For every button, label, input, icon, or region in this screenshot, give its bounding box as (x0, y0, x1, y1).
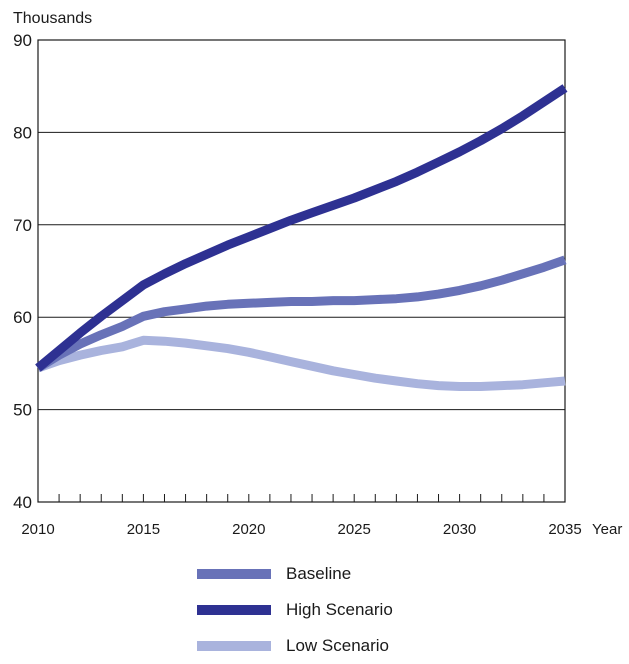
x-tick-label: 2035 (548, 521, 581, 538)
y-tick-label: 80 (13, 123, 32, 142)
legend-item-low-scenario: Low Scenario (197, 628, 393, 664)
y-tick-label: 60 (13, 308, 32, 327)
y-tick-label: 70 (13, 216, 32, 235)
legend-label: Low Scenario (286, 636, 390, 655)
line-chart: 40 50 60 70 80 90 2010 2015 2020 2025 2030 2035 Thou… (13, 10, 622, 538)
x-tick-label: 2015 (127, 521, 160, 538)
legend-swatch (197, 605, 271, 615)
series-line-low-scenario (36, 335, 566, 391)
legend-swatch (197, 641, 271, 651)
y-axis-title: Thousands (13, 10, 92, 27)
chart-legend: Baseline High Scenario Low Scenario (197, 556, 393, 664)
legend-item-baseline: Baseline (197, 556, 393, 592)
x-tick-label: 2030 (443, 521, 476, 538)
y-tick-label: 50 (13, 401, 32, 420)
x-axis-title: Year (592, 521, 622, 538)
x-tick-label: 2020 (232, 521, 265, 538)
series-line-high-scenario (35, 84, 568, 372)
legend-label: High Scenario (286, 600, 393, 619)
y-tick-label: 90 (13, 31, 32, 50)
plot-frame (37, 39, 566, 503)
legend-label: Baseline (286, 564, 352, 583)
x-tick-label: 2025 (338, 521, 371, 538)
legend-item-high-scenario: High Scenario (197, 592, 393, 628)
y-tick-label: 40 (13, 493, 32, 512)
legend-swatch (197, 569, 271, 579)
x-tick-label: 2010 (21, 521, 54, 538)
series-line-baseline (35, 255, 567, 372)
